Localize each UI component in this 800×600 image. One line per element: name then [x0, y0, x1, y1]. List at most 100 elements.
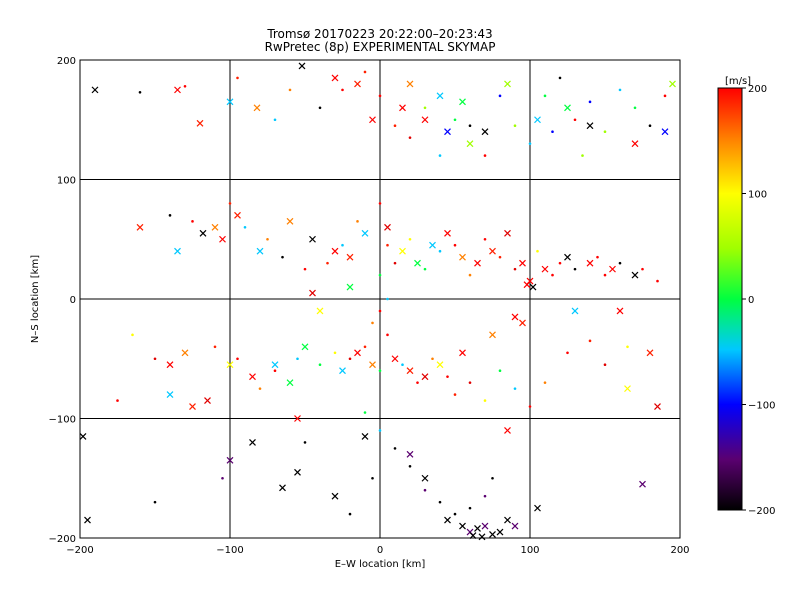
- cross-marker: [316, 307, 324, 315]
- cross-marker: [189, 403, 196, 410]
- dot-marker: [131, 333, 134, 337]
- cross-marker: [271, 361, 279, 369]
- dot-marker: [386, 297, 389, 301]
- dot-marker: [626, 345, 629, 349]
- cross-marker: [174, 247, 181, 255]
- dot-marker: [378, 202, 382, 205]
- dot-marker: [453, 512, 457, 516]
- dot-marker: [303, 267, 307, 271]
- cross-marker: [511, 313, 519, 321]
- dot-marker: [393, 124, 397, 128]
- dot-marker: [618, 88, 622, 92]
- cross-marker: [519, 259, 526, 267]
- cross-marker: [669, 80, 676, 88]
- cross-marker: [399, 247, 406, 255]
- dot-marker: [483, 154, 487, 157]
- dot-marker: [566, 351, 569, 355]
- cross-marker: [196, 119, 204, 127]
- cross-marker: [523, 281, 531, 289]
- cross-marker: [469, 532, 477, 540]
- dot-marker: [116, 399, 119, 402]
- y-tick-label: 200: [57, 56, 76, 67]
- dot-marker: [438, 249, 442, 253]
- dot-marker: [378, 309, 382, 313]
- dot-marker: [603, 363, 607, 367]
- colorbar: [m/s] 200 100 0 −100 −200: [717, 76, 775, 517]
- dot-marker: [378, 369, 382, 373]
- cross-marker: [459, 522, 466, 530]
- cross-marker: [504, 427, 511, 434]
- y-axis-label: N–S location [km]: [30, 255, 41, 343]
- dot-marker: [318, 363, 322, 367]
- grid-lines: [80, 60, 680, 538]
- colorbar-gradient: [717, 87, 743, 511]
- dot-marker: [228, 202, 232, 205]
- dot-marker: [153, 500, 157, 504]
- cross-marker: [421, 474, 429, 482]
- dot-marker: [138, 90, 142, 94]
- cross-marker: [346, 253, 354, 261]
- cross-marker: [301, 343, 309, 351]
- cross-marker: [511, 522, 519, 530]
- dot-marker: [236, 357, 239, 361]
- cross-marker: [541, 265, 549, 273]
- dot-marker: [378, 273, 382, 277]
- dot-marker: [573, 267, 577, 271]
- cross-marker: [478, 533, 486, 541]
- cross-markers: [79, 62, 676, 541]
- cross-marker: [571, 307, 579, 315]
- x-axis-ticks: −200 −100 0 100 200: [66, 532, 690, 556]
- y-tick-label: 0: [70, 295, 76, 306]
- cross-marker: [199, 229, 207, 237]
- cross-marker: [474, 525, 481, 532]
- dot-marker: [468, 381, 472, 384]
- colorbar-ticks: 200 100 0 −100 −200: [742, 84, 775, 517]
- x-axis-label: E–W location [km]: [335, 559, 426, 570]
- x-tick-label: 0: [377, 545, 383, 556]
- dot-marker: [303, 441, 307, 444]
- dot-marker: [656, 279, 659, 283]
- dot-marker: [288, 88, 292, 92]
- dot-marker: [423, 106, 427, 110]
- cross-marker: [616, 307, 624, 315]
- cross-marker: [481, 522, 489, 530]
- dot-marker: [408, 237, 412, 241]
- dot-marker: [341, 243, 344, 247]
- dot-marker: [378, 429, 382, 432]
- dot-marker: [468, 124, 472, 128]
- dot-marker: [573, 118, 577, 122]
- cross-marker: [661, 128, 669, 136]
- cross-marker: [414, 259, 421, 267]
- cross-marker: [294, 468, 301, 476]
- cross-marker: [459, 349, 466, 357]
- cross-marker: [496, 528, 504, 536]
- colorbar-tick-label: −100: [748, 401, 775, 412]
- dot-marker: [581, 154, 584, 157]
- cross-marker: [136, 223, 144, 231]
- cross-marker: [489, 530, 496, 538]
- dot-marker: [243, 226, 247, 229]
- cross-marker: [489, 247, 496, 255]
- colorbar-label: [m/s]: [725, 76, 751, 87]
- cross-marker: [354, 80, 361, 88]
- cross-marker: [459, 253, 466, 261]
- dot-marker: [423, 488, 427, 492]
- dot-marker: [588, 339, 592, 343]
- dot-marker: [386, 243, 389, 247]
- x-tick-label: 200: [670, 545, 689, 556]
- dot-marker: [191, 220, 194, 223]
- dot-marker: [603, 273, 607, 277]
- dot-marker: [318, 106, 322, 110]
- cross-marker: [391, 355, 399, 363]
- y-tick-label: −200: [49, 534, 76, 545]
- cross-marker: [346, 283, 354, 291]
- dot-marker: [558, 261, 562, 265]
- cross-marker: [586, 259, 594, 267]
- dot-marker: [596, 255, 599, 259]
- cross-marker: [253, 104, 261, 112]
- cross-marker: [234, 211, 241, 219]
- dot-marker: [543, 94, 547, 98]
- dot-marker: [356, 220, 359, 223]
- dot-marker: [266, 237, 269, 241]
- cross-marker: [294, 415, 301, 422]
